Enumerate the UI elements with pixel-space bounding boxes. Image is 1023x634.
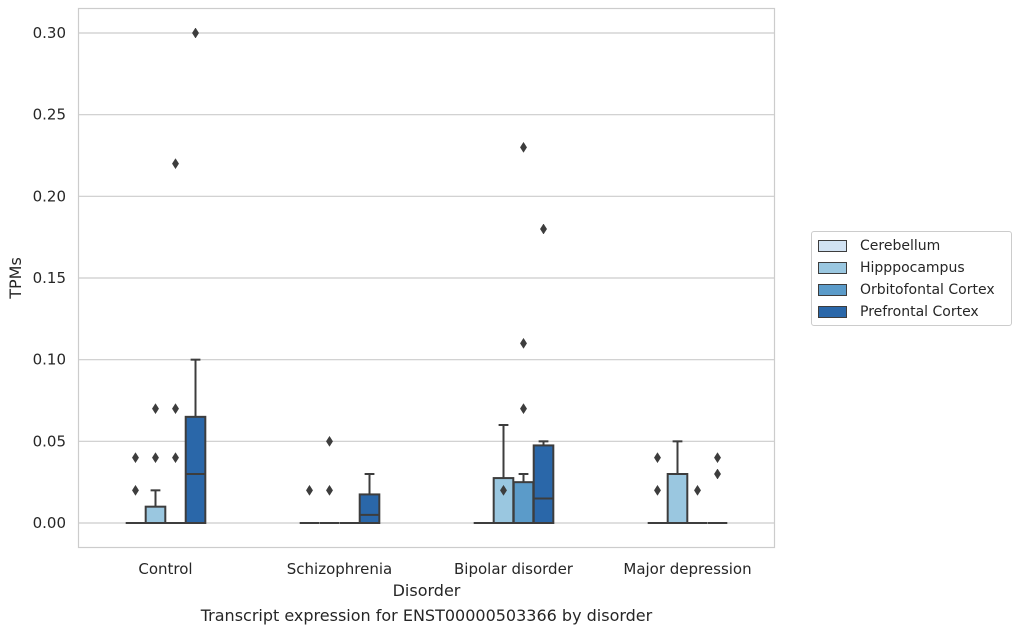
outlier-point <box>325 484 333 496</box>
outlier-point <box>520 141 528 153</box>
outlier-point <box>151 452 159 464</box>
outlier-point <box>520 337 528 349</box>
box-plot-series <box>125 358 728 525</box>
series-prefrontal-cortex <box>184 358 728 525</box>
box <box>184 415 207 525</box>
series-orbitofontal-cortex <box>165 473 708 524</box>
y-axis-label: TPMs <box>6 257 25 300</box>
box <box>532 444 555 524</box>
outlier-point <box>714 468 722 480</box>
y-tick-label: 0.00 <box>33 514 66 532</box>
legend-item-orbitofrontal-cortex: Orbitofontal Cortex <box>818 281 995 299</box>
x-tick-label: Bipolar disorder <box>454 560 574 578</box>
legend-swatch-orbitofrontal-cortex <box>818 284 847 296</box>
y-tick-label: 0.15 <box>33 269 66 287</box>
y-tick-label: 0.30 <box>33 24 66 42</box>
chart-caption: Transcript expression for ENST0000050336… <box>200 606 653 625</box>
box <box>358 493 381 524</box>
outlier-point <box>172 403 180 415</box>
outlier-point <box>305 484 313 496</box>
outlier-point <box>694 484 702 496</box>
outlier-point <box>540 223 548 235</box>
outlier-point <box>151 403 159 415</box>
legend-label-cerebellum: Cerebellum <box>860 238 941 254</box>
legend-item-prefrontal-cortex: Prefrontal Cortex <box>818 303 979 321</box>
box <box>492 477 515 525</box>
x-axis-ticks: Control Schizophrenia Bipolar disorder Majo… <box>138 560 751 578</box>
box <box>144 505 167 524</box>
outlier-point <box>131 484 139 496</box>
box <box>512 481 535 524</box>
outlier-point <box>172 452 180 464</box>
legend-label-prefrontal-cortex: Prefrontal Cortex <box>860 304 979 320</box>
outlier-point <box>172 158 180 170</box>
x-axis-label: Disorder <box>393 581 461 600</box>
legend-label-hippocampus: Hipppocampus <box>860 260 965 276</box>
x-tick-label: Schizophrenia <box>287 560 392 578</box>
chart-legend: Cerebellum Hipppocampus Orbitofontal Cor… <box>811 231 1012 326</box>
y-axis-ticks: 0.00 0.05 0.10 0.15 0.20 0.25 0.30 <box>33 24 66 532</box>
outlier-point <box>325 435 333 447</box>
y-tick-label: 0.25 <box>33 106 66 124</box>
y-tick-label: 0.10 <box>33 351 66 369</box>
series-hipppocampus <box>144 424 689 525</box>
outlier-point <box>653 452 661 464</box>
legend-swatch-hippocampus <box>818 262 847 274</box>
y-tick-label: 0.20 <box>33 187 66 205</box>
plot-area-frame <box>77 7 776 549</box>
outlier-points <box>131 27 722 496</box>
legend-item-cerebellum: Cerebellum <box>818 237 940 255</box>
outlier-point <box>520 403 528 415</box>
outlier-point <box>131 452 139 464</box>
legend-swatch-prefrontal-cortex <box>818 306 847 318</box>
legend-swatch-cerebellum <box>818 240 847 252</box>
outlier-point <box>714 452 722 464</box>
y-tick-label: 0.05 <box>33 432 66 450</box>
grid-lines <box>78 32 775 524</box>
legend-item-hippocampus: Hipppocampus <box>818 259 965 277</box>
outlier-point <box>499 484 507 496</box>
outlier-point <box>653 484 661 496</box>
outlier-point <box>192 27 200 39</box>
x-tick-label: Major depression <box>623 560 751 578</box>
legend-label-orbitofrontal-cortex: Orbitofontal Cortex <box>860 282 995 298</box>
box <box>666 473 689 524</box>
x-tick-label: Control <box>138 560 192 578</box>
